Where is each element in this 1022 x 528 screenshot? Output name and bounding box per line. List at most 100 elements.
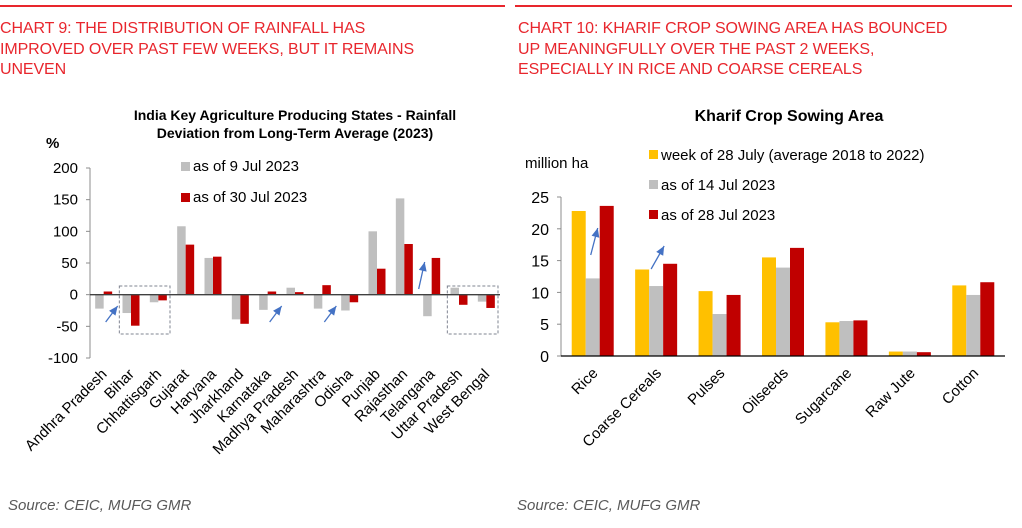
bar-jul9 — [395, 198, 405, 295]
bar-jul30 — [240, 294, 249, 324]
arrowhead-icon — [109, 306, 118, 316]
y-tick-label: -50 — [56, 318, 78, 335]
chart9-panel: CHART 9: THE DISTRIBUTION OF RAINFALL HA… — [0, 0, 505, 528]
y-tick-label: -100 — [48, 350, 78, 367]
bar-jul28 — [980, 282, 995, 356]
x-tick-label: Cotton — [939, 365, 982, 408]
bar-jul9 — [286, 287, 295, 295]
y-tick-label: 10 — [531, 285, 549, 302]
legend-label: as of 30 Jul 2023 — [193, 189, 307, 206]
chart10-headline-line: CHART 10: KHARIF CROP SOWING AREA HAS BO… — [518, 20, 948, 37]
bar-jul30 — [185, 244, 195, 295]
x-tick-label: Rice — [568, 365, 601, 398]
bar-jul14 — [966, 294, 981, 356]
bar-jul30 — [322, 285, 331, 295]
bar-jul9 — [477, 294, 487, 302]
bar-jul30 — [431, 257, 441, 295]
x-tick-label: Raw Jute — [862, 365, 918, 421]
bar-jul30 — [213, 256, 222, 295]
chart10-source: Source: CEIC, MUFG GMR — [517, 497, 701, 514]
bar-jul9 — [149, 294, 159, 303]
bar-jul28 — [853, 320, 868, 356]
bar-avg — [762, 257, 776, 356]
bar-jul30 — [404, 244, 413, 295]
bar-jul9 — [341, 294, 350, 311]
bar-jul9 — [313, 294, 323, 309]
bar-jul30 — [158, 294, 167, 301]
bar-jul30 — [349, 294, 359, 303]
bar-jul30 — [131, 294, 140, 326]
chart9-headline: CHART 9: THE DISTRIBUTION OF RAINFALL HA… — [0, 19, 500, 81]
bar-jul30 — [103, 291, 113, 295]
legend-swatch — [181, 193, 190, 202]
bar-jul9 — [122, 294, 131, 314]
bar-jul9 — [95, 294, 104, 309]
y-tick-label: 25 — [531, 190, 549, 207]
arrowhead-icon — [273, 306, 282, 316]
arrowhead-icon — [656, 246, 665, 256]
arrowhead-icon — [418, 262, 427, 272]
x-tick-label: Andhra Pradesh — [22, 366, 111, 455]
bar-jul9 — [368, 231, 377, 295]
bar-jul9 — [204, 257, 213, 295]
bar-jul9 — [177, 226, 186, 295]
bar-jul9 — [259, 294, 268, 310]
chart10-panel: CHART 10: KHARIF CROP SOWING AREA HAS BO… — [515, 0, 1022, 528]
bar-jul28 — [663, 263, 678, 356]
arrowhead-icon — [591, 228, 600, 238]
chart9-source: Source: CEIC, MUFG GMR — [8, 497, 192, 514]
legend-label: week of 28 July (average 2018 to 2022) — [660, 147, 925, 164]
headline-rule — [0, 5, 505, 7]
highlight-box — [446, 285, 499, 335]
bar-jul14 — [776, 267, 790, 356]
arrowhead-icon — [327, 306, 337, 316]
legend-swatch — [649, 150, 658, 159]
chart10-title: Kharif Crop Sowing Area — [695, 108, 884, 125]
bar-jul14 — [585, 278, 600, 356]
y-tick-label: 0 — [70, 287, 78, 304]
headline-rule — [515, 5, 1012, 7]
y-tick-label: 150 — [53, 192, 78, 209]
bar-jul9 — [450, 287, 459, 295]
legend-label: as of 28 Jul 2023 — [661, 207, 775, 224]
bar-jul14 — [902, 351, 917, 356]
bar-jul14 — [649, 286, 664, 356]
y-axis-label: % — [46, 135, 59, 152]
y-tick-label: 15 — [531, 254, 549, 271]
bar-avg — [635, 269, 650, 356]
bar-avg — [888, 351, 903, 356]
x-tick-label: Oilseeds — [739, 365, 792, 418]
chart9-title: India Key Agriculture Producing States -… — [134, 107, 456, 123]
bar-jul30 — [377, 268, 386, 295]
y-tick-label: 50 — [61, 255, 78, 272]
bar-avg — [698, 291, 713, 356]
bar-jul14 — [839, 321, 854, 356]
highlight-box — [118, 285, 171, 335]
bar-jul28 — [726, 294, 741, 356]
chart9-headline-line: UNEVEN — [0, 61, 67, 78]
chart9-title: Deviation from Long-Term Average (2023) — [157, 125, 433, 141]
bar-jul28 — [916, 352, 931, 356]
bar-jul30 — [295, 292, 304, 295]
y-tick-label: 200 — [53, 160, 78, 177]
legend-swatch — [181, 162, 190, 171]
chart9-headline-line: CHART 9: THE DISTRIBUTION OF RAINFALL HA… — [0, 20, 366, 37]
bar-jul30 — [459, 294, 468, 305]
chart10-headline-line: UP MEANINGFULLY OVER THE PAST 2 WEEKS, — [518, 40, 875, 58]
bar-jul28 — [790, 247, 804, 356]
bar-jul30 — [486, 294, 495, 308]
bar-jul14 — [712, 314, 727, 356]
bar-jul28 — [599, 205, 614, 356]
bar-jul9 — [231, 294, 241, 320]
bar-avg — [571, 210, 586, 356]
legend-swatch — [649, 180, 658, 189]
y-tick-label: 20 — [531, 222, 549, 239]
x-tick-label: Pulses — [685, 365, 729, 409]
bar-avg — [952, 285, 967, 356]
chart9-plot: India Key Agriculture Producing States -… — [22, 107, 500, 458]
y-tick-label: 0 — [540, 349, 549, 366]
chart10-headline: CHART 10: KHARIF CROP SOWING AREA HAS BO… — [518, 19, 1018, 81]
y-tick-label: 5 — [540, 317, 549, 334]
x-tick-label: Sugarcane — [792, 365, 855, 428]
chart10-headline-line: ESPECIALLY IN RICE AND COARSE CEREALS — [518, 61, 863, 78]
